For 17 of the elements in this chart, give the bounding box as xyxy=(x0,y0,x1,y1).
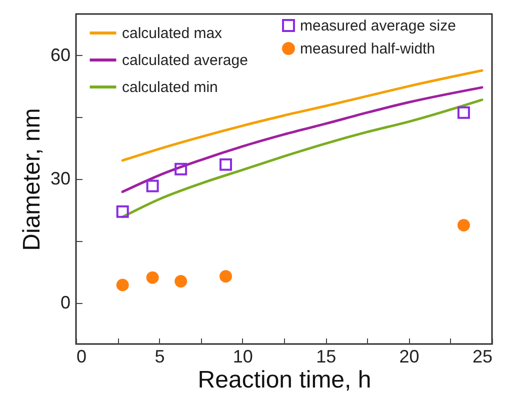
x-tick-label: 10 xyxy=(232,346,253,366)
legend-label: calculated max xyxy=(122,25,223,42)
legend-label: measured average size xyxy=(300,18,456,34)
x-tick-label: 5 xyxy=(154,346,165,366)
legend-label: calculated min xyxy=(122,79,218,96)
x-axis-title: Reaction time, h xyxy=(198,366,372,394)
x-tick-label: 25 xyxy=(472,346,492,366)
legend-label: measured half-width xyxy=(300,40,436,58)
y-axis-title: Diameter, nm xyxy=(18,108,46,251)
x-tick-label: 20 xyxy=(399,346,420,366)
legend-label: calculated average xyxy=(122,52,248,69)
y-tick-label: 0 xyxy=(60,292,70,312)
line-series xyxy=(121,69,484,162)
x-tick-label: 0 xyxy=(76,346,87,366)
y-tick-label: 60 xyxy=(50,44,70,65)
x-tick-label: 15 xyxy=(316,346,336,366)
y-tick-label: 30 xyxy=(50,168,70,188)
